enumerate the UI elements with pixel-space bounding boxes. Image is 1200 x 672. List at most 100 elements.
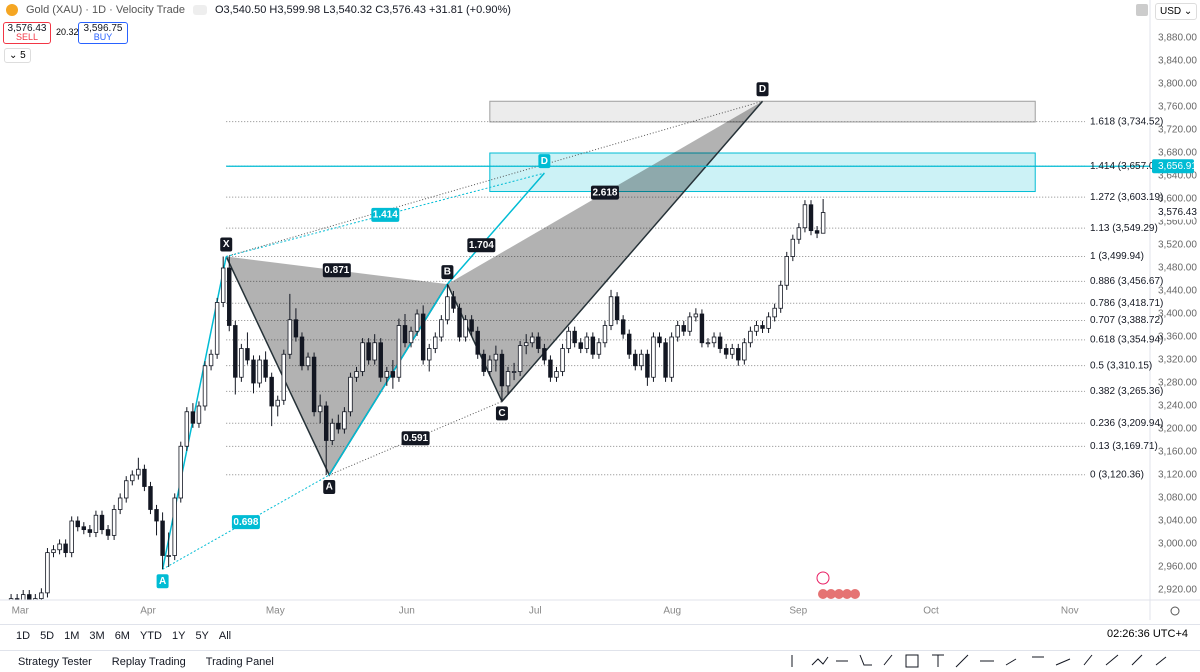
y-tick-label: 3,560.00 [1158,217,1197,228]
x-tick-label: Sep [789,606,807,617]
y-tick-label: 3,720.00 [1158,125,1197,136]
candle-body [699,313,705,344]
zone [489,152,1036,193]
candle-body [293,319,299,338]
candle-body [760,325,765,329]
candle-body [578,342,583,349]
candle-body [693,313,699,318]
collapse-button[interactable] [192,5,207,15]
y-tick-label: 3,280.00 [1158,378,1197,389]
fib-label: 0.5 (3,310.15) [1090,360,1152,371]
candle-body [408,330,414,344]
settings-icon[interactable] [1170,606,1180,616]
candle-body [63,543,68,554]
candle-body [602,325,608,344]
ohlc: O3,540.50 H3,599.98 L3,540.32 C3,576.43 … [214,4,511,16]
ratio-label: 1.414 [373,209,398,220]
ratio-label: 2.618 [592,187,617,198]
chart: 3,880.00 3,840.00 3,800.00 3,760.00 3,720.00… [0,0,1200,620]
fib-label: 0.236 (3,209.94) [1090,418,1163,429]
candle-body [717,336,723,349]
panel-tab[interactable]: Strategy Tester [18,655,92,668]
candle-body [317,405,323,413]
candle-body [505,371,511,387]
candle-body [220,267,226,303]
timeframe-button[interactable]: All [218,630,232,642]
candle-body [808,204,814,232]
candle-body [820,212,826,234]
candle-body [772,307,777,318]
ratio-badge [371,207,400,222]
drawing-toolbar [791,654,1167,668]
bottom-panel: Strategy Tester Replay Trading Trading Pan… [0,650,1200,672]
timeframe-button[interactable]: 3M [89,630,105,642]
candle-body [117,497,123,510]
timeframe-button[interactable]: 5Y [195,630,209,642]
zone [489,100,1036,123]
y-tick-label: 3,440.00 [1158,286,1197,297]
candle-body [87,529,93,533]
alert-icon[interactable] [1136,4,1148,16]
candle-body [239,348,244,378]
currency-select[interactable]: USD ⌄ [1155,3,1198,20]
candle-body [542,348,547,361]
timeframe-button[interactable]: 1Y [171,630,186,642]
timeframe-button[interactable]: 6M [114,630,130,642]
candle-body [711,336,717,344]
buy-button[interactable]: 3,596.75 BUY [78,22,128,44]
timeframe-button[interactable]: YTD [139,630,162,642]
candle-body [687,316,693,332]
candle-body [81,526,87,531]
y-tick-label: 3,240.00 [1158,401,1197,412]
candle-body [342,411,347,430]
fib-label: 1 (3,499.94) [1090,251,1144,262]
candle-body [463,319,468,338]
y-tick-label: 3,120.00 [1158,470,1197,481]
y-tick-label: 3,840.00 [1158,56,1197,67]
candle-body [730,348,735,355]
candle-body [124,480,129,499]
candle-body [14,598,20,600]
candle-body [487,359,493,372]
point-marker [220,237,233,252]
candle-body [420,313,426,361]
fib-label: 1.13 (3,549.29) [1090,223,1158,234]
candle-body [633,353,638,367]
candle-body [57,543,62,551]
timeframe-button[interactable]: 1M [64,630,80,642]
candle-body [590,336,596,355]
candle-body [493,353,499,361]
x-tick-label: Apr [140,606,156,617]
indicators-toggle[interactable]: ⌄ 5 [4,48,31,63]
x-tick-label: May [266,606,285,617]
timeframe-button[interactable]: 1D [16,630,31,642]
fib-label: 1.272 (3,603.19) [1090,192,1163,203]
candle-body [245,348,250,361]
candle-body [523,342,529,347]
panel-tab[interactable]: Replay Trading [111,655,186,668]
y-tick-label: 3,000.00 [1158,539,1197,550]
candle-body [190,411,196,424]
sell-label: SELL [15,32,39,42]
point-label: A [326,482,333,493]
flag-icons[interactable] [818,589,860,599]
sell-button[interactable]: 3,576.43 SELL [3,22,51,44]
y-tick-label: 3,520.00 [1158,240,1197,251]
candle-body [257,359,262,384]
point-marker [538,154,551,169]
tool-icons[interactable] [791,654,1167,668]
panel-tab[interactable]: Trading Panel [205,655,274,668]
symbol-name[interactable]: Gold (XAU) · 1D · Velocity Trade [26,4,185,16]
ratio-label: 0.871 [324,265,349,276]
candle-body [287,319,293,355]
candle-body [554,371,559,378]
x-tick-label: Aug [663,606,681,617]
candle-body [802,204,808,229]
candle-body [184,411,190,447]
candle-body [481,353,486,372]
candle-body [669,336,674,378]
event-icon[interactable] [816,571,830,585]
leg-xd [226,100,763,257]
timeframe-button[interactable]: 5D [40,630,55,642]
fib-label: 0.382 (3,265.36) [1090,386,1163,397]
